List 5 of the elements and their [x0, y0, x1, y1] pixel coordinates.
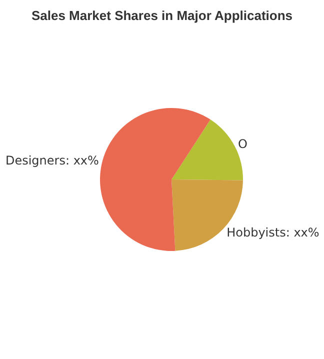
pie-slice [100, 108, 210, 251]
slice-label: O [238, 137, 248, 152]
slice-label: Designers: xx% [5, 154, 99, 168]
chart-title: Sales Market Shares in Major Applications [31, 8, 293, 23]
slice-label: Hobbyists: xx% [226, 225, 320, 240]
